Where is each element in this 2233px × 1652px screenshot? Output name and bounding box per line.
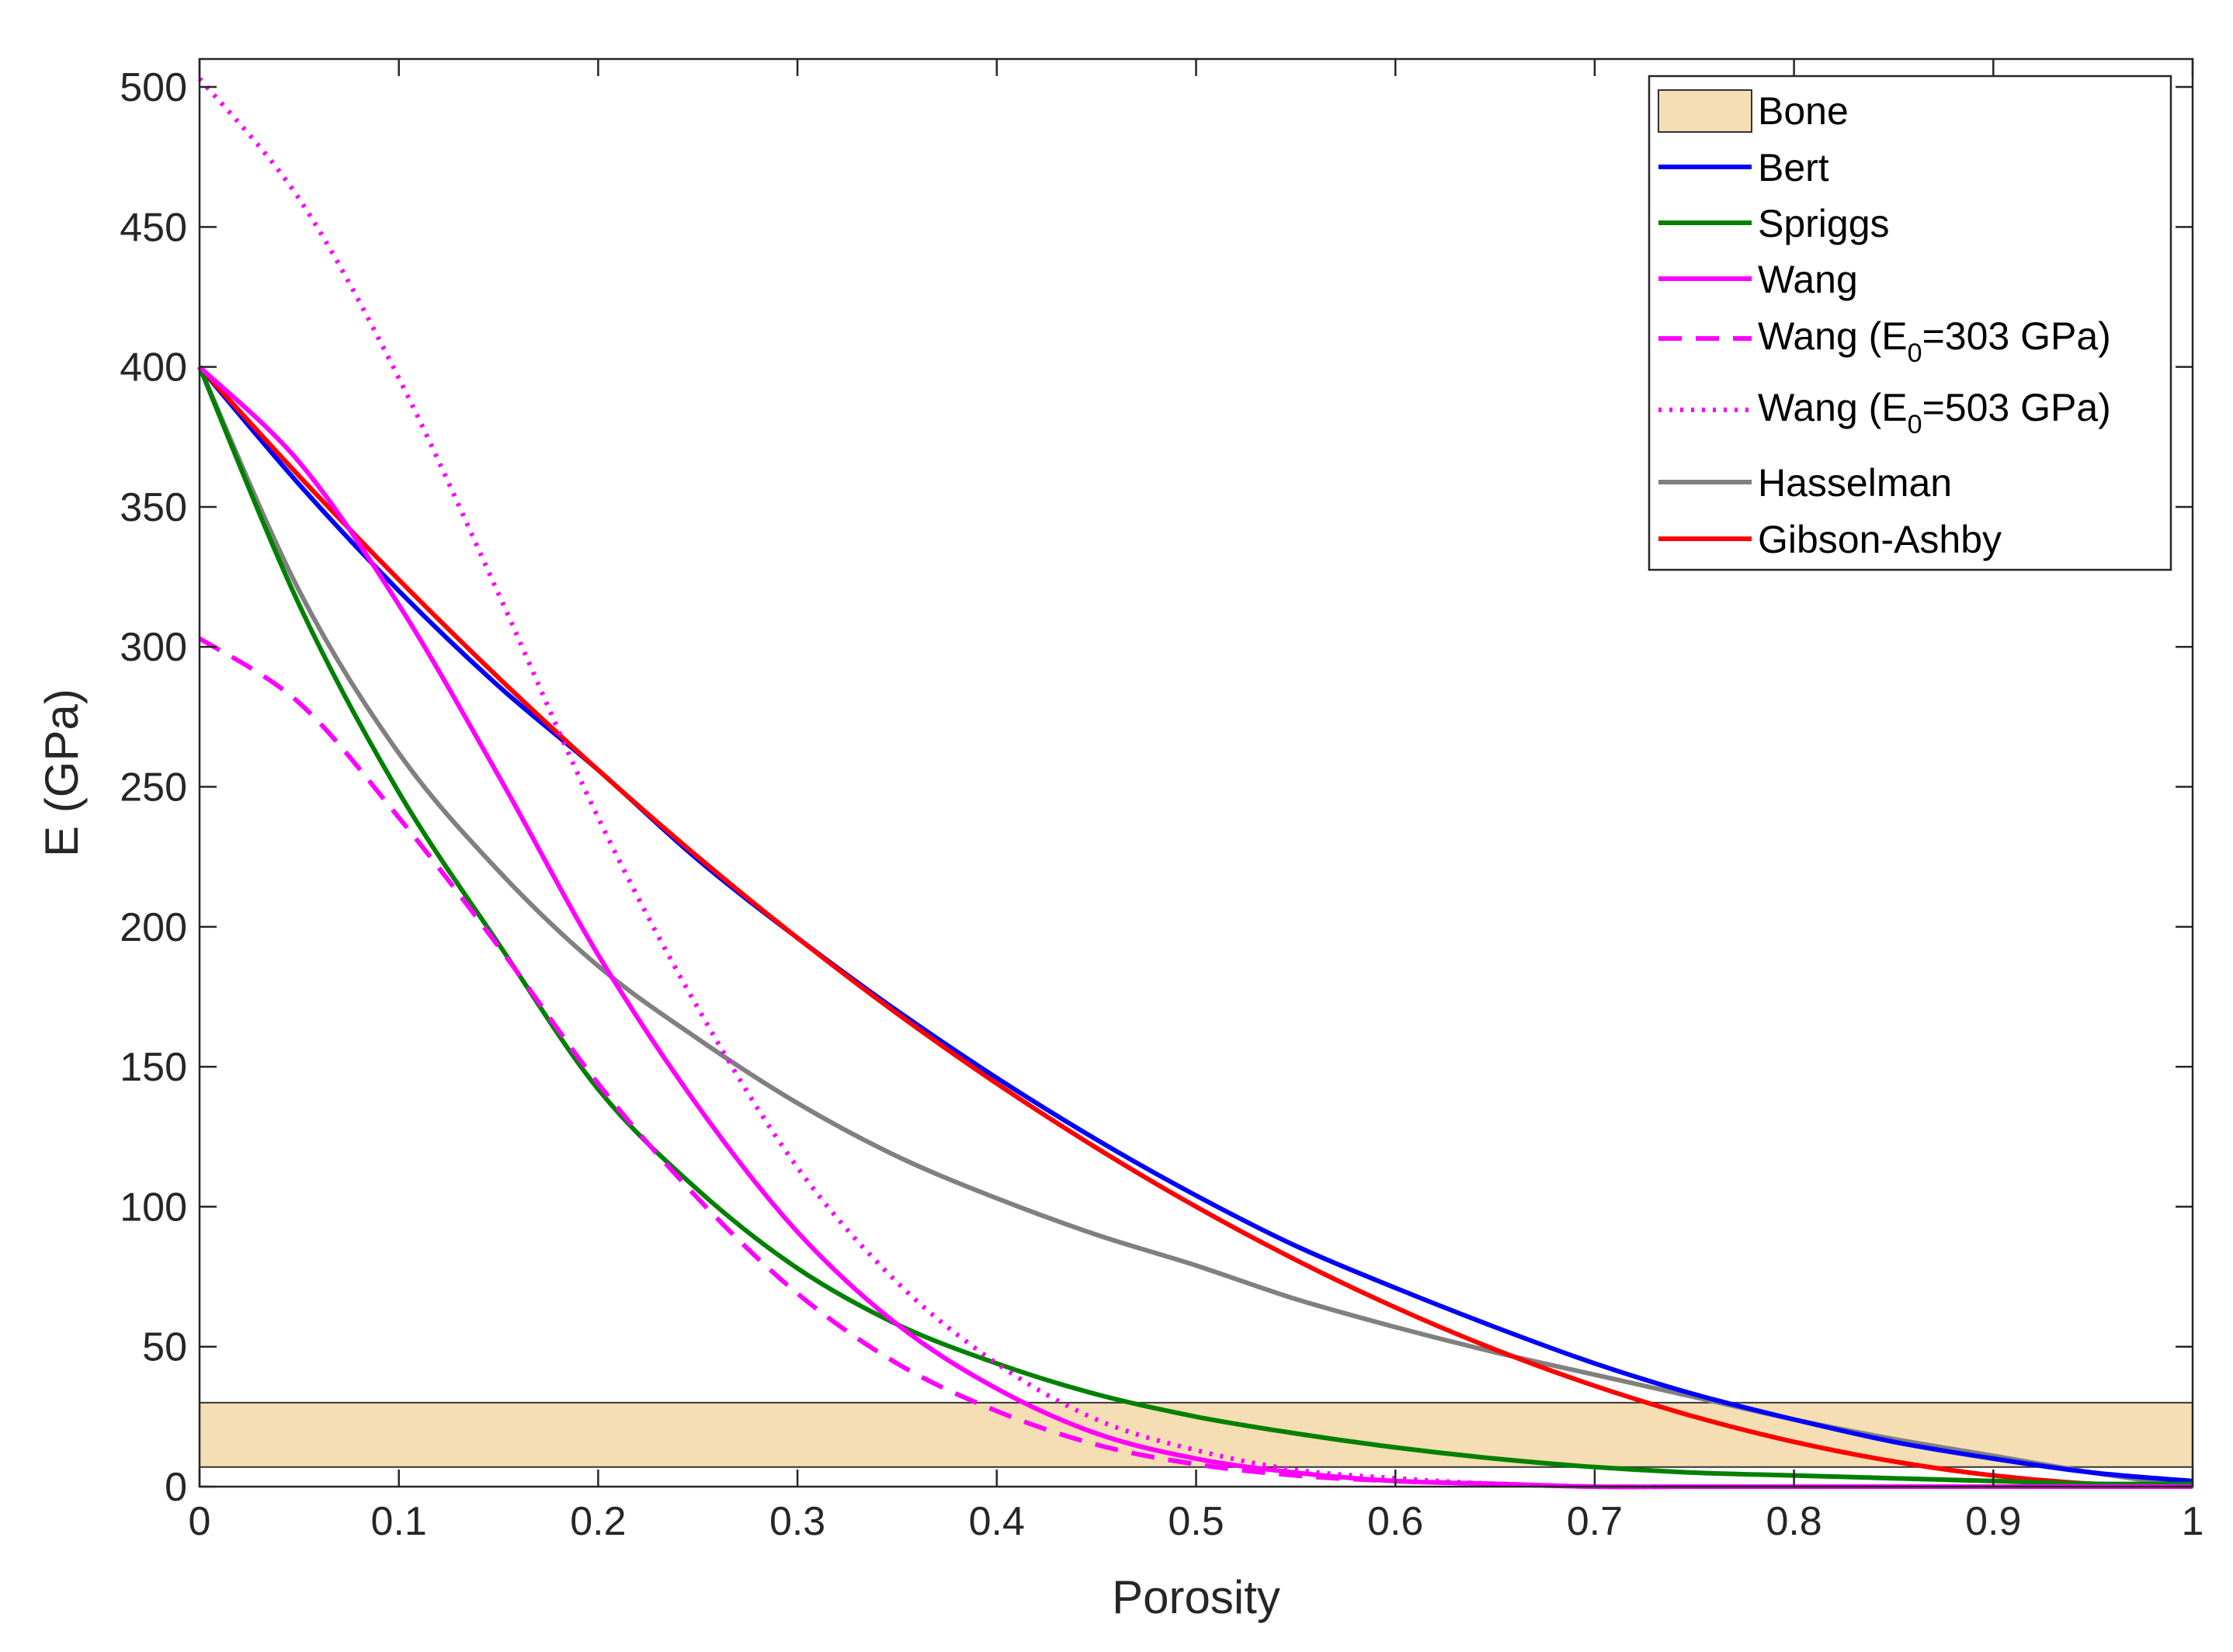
y-tick-label: 500 [120,65,187,110]
x-tick-label: 0.2 [570,1499,626,1544]
x-tick-label: 0 [189,1499,211,1544]
x-tick-label: 0.4 [969,1499,1025,1544]
legend-label-gibson-ashby: Gibson-Ashby [1758,518,2002,561]
y-tick-label: 0 [165,1465,187,1510]
y-tick-label: 250 [120,765,187,810]
y-tick-label: 450 [120,205,187,250]
plot-area [197,57,2194,1490]
legend-label-spriggs: Spriggs [1758,202,1890,245]
x-tick-label: 0.1 [371,1499,427,1544]
legend-box [1648,75,2172,571]
legend-label-bert: Bert [1758,146,1829,189]
x-tick-label: 0.3 [769,1499,825,1544]
legend-label-bone: Bone [1758,89,1849,133]
y-tick-label: 150 [120,1045,187,1090]
y-tick-label: 300 [120,625,187,670]
legend-label-hasselman: Hasselman [1758,461,1952,505]
x-tick-label: 0.5 [1168,1499,1224,1544]
legend: Bone Bert Spriggs Wang Wang (E0=303 GPa)… [1648,75,2172,571]
x-tick-label: 1 [2182,1499,2204,1544]
ticks-layer: 0 0.1 0.2 0.3 0.4 0.5 0.6 0.7 0.8 0.9 1 0 50 100 150 20… [120,59,2203,1544]
y-tick-label: 350 [120,485,187,530]
legend-label-wang-303: Wang (E0=303 GPa) [1758,314,2111,368]
legend-label-wang: Wang [1758,258,1858,301]
x-axis-title: Porosity [1112,1571,1280,1623]
y-tick-label: 50 [142,1325,187,1370]
series-line-spriggs [197,366,2193,1487]
y-tick-label: 400 [120,345,187,390]
y-tick-label: 200 [120,905,187,950]
x-tick-label: 0.9 [1965,1499,2021,1544]
x-tick-label: 0.8 [1766,1499,1821,1544]
series-line-bert [197,365,2193,1484]
x-tick-label: 0.7 [1567,1499,1623,1544]
y-tick-label: 100 [120,1185,187,1230]
legend-swatch-bone [1658,89,1752,133]
y-axis-title: E (GPa) [36,689,88,857]
x-tick-label: 0.6 [1367,1499,1423,1544]
legend-label-wang-503: Wang (E0=503 GPa) [1758,386,2111,439]
series-line-gibson-ashby [197,365,2193,1489]
